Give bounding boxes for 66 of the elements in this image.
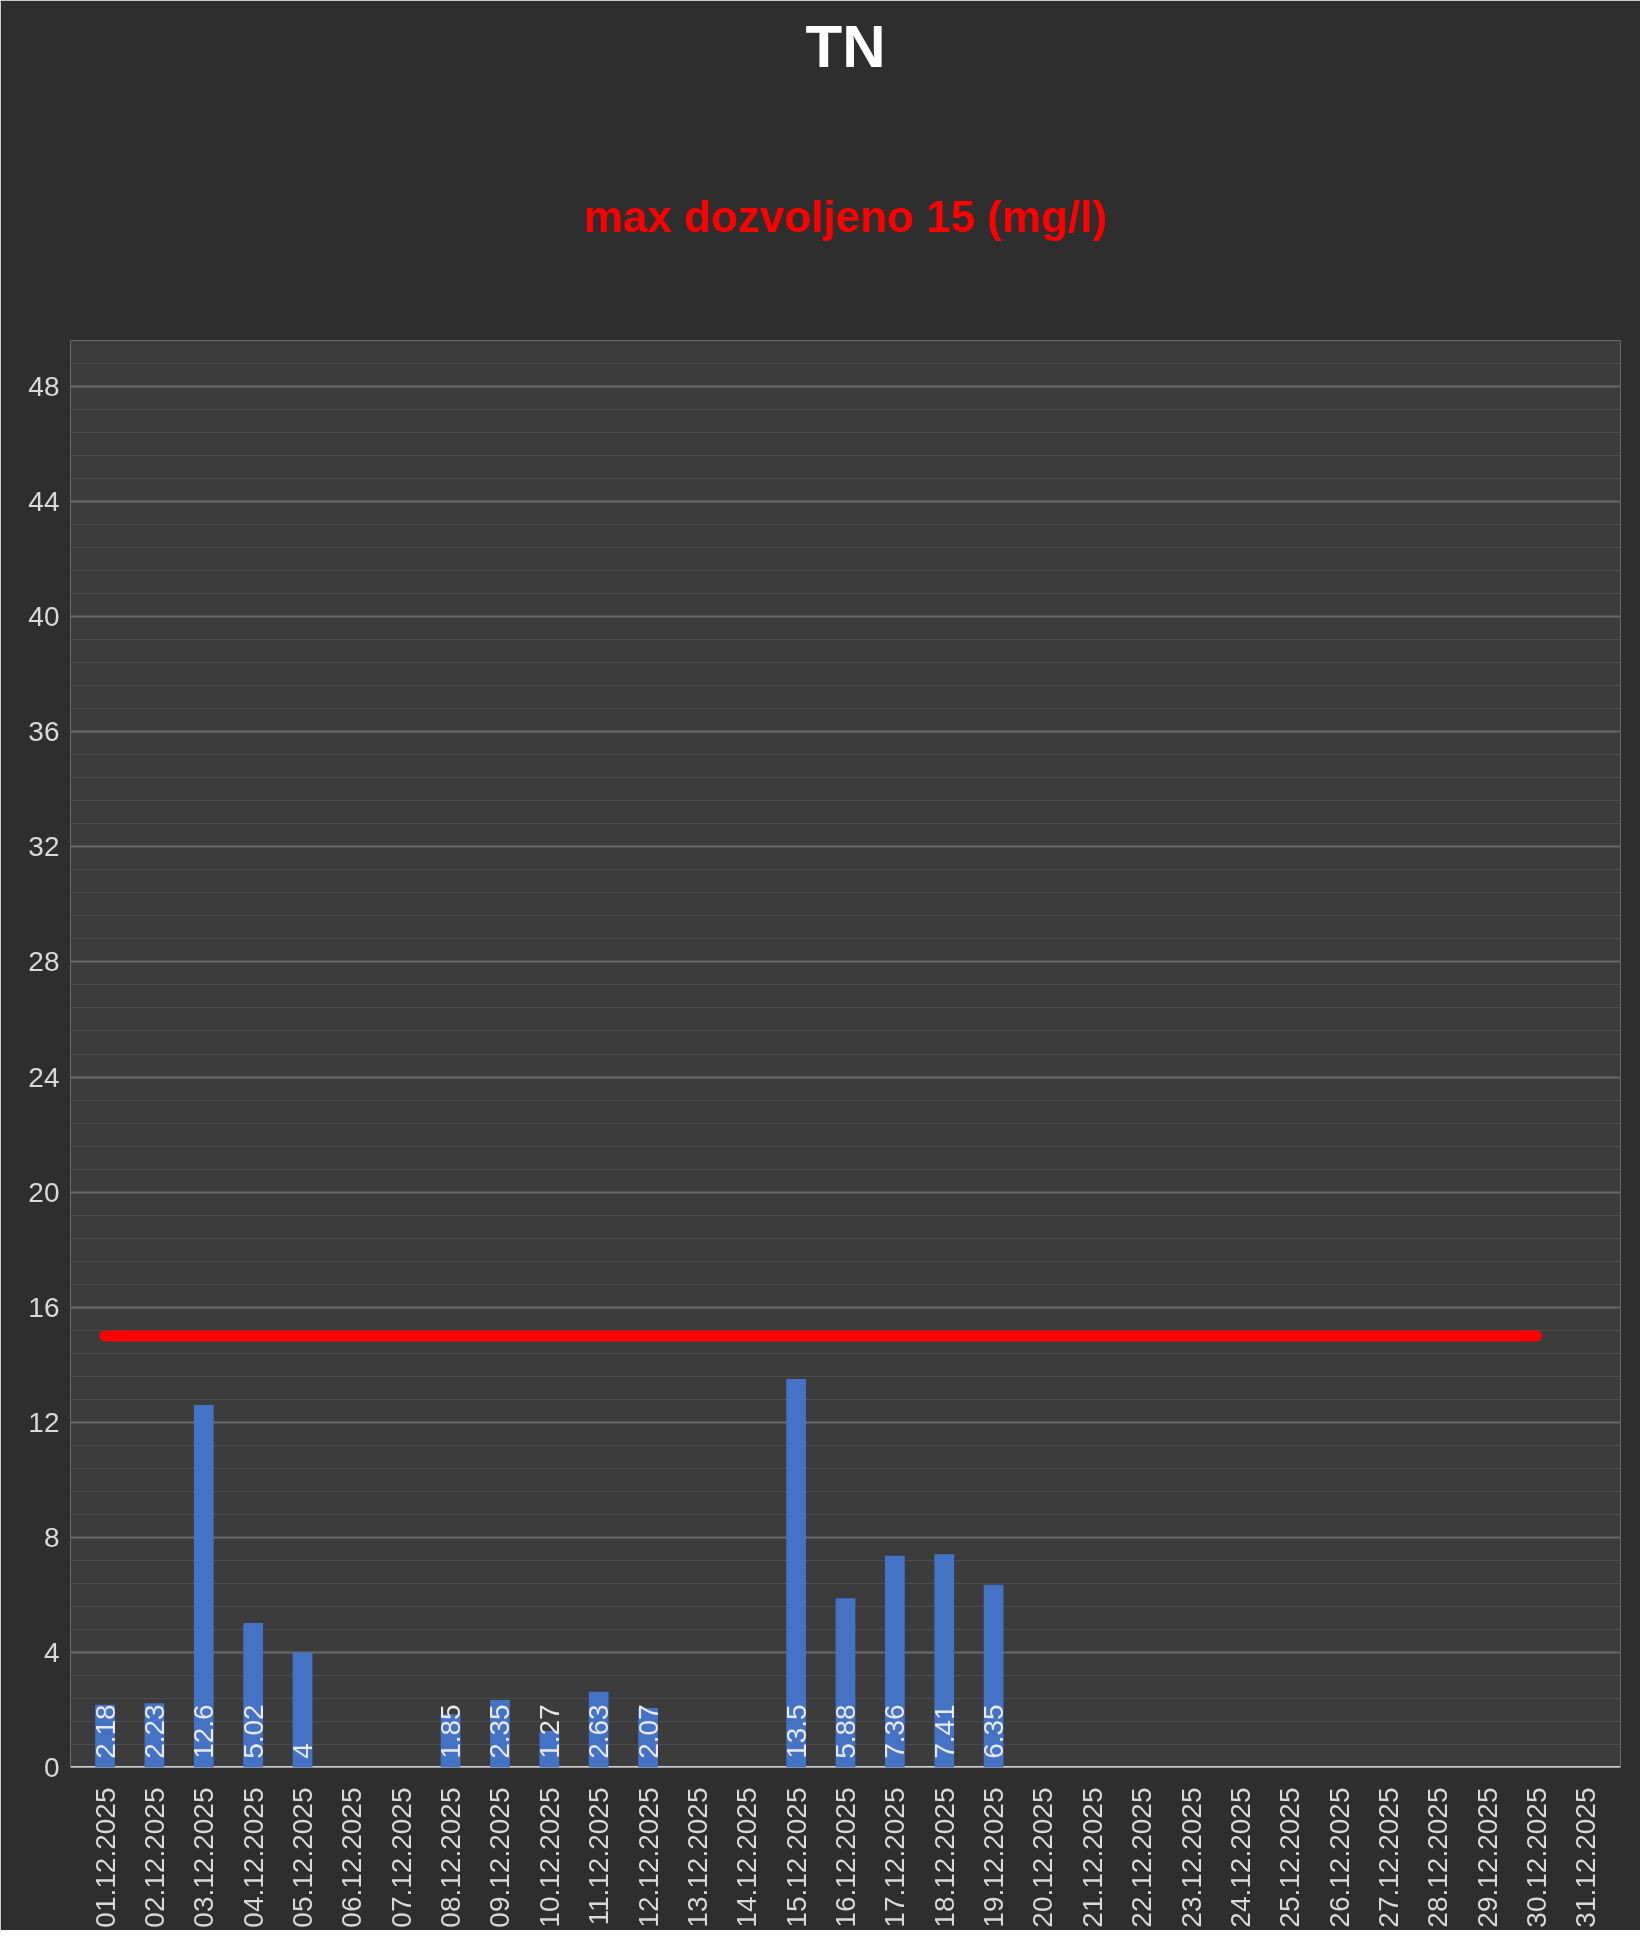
bar bbox=[292, 1652, 313, 1768]
y-tick-label: 36 bbox=[28, 716, 60, 748]
data-label: 12.6 bbox=[188, 1704, 220, 1759]
x-tick-label: 23.12.2025 bbox=[1175, 1787, 1207, 1928]
data-label: 2.18 bbox=[89, 1704, 121, 1759]
x-tick-label: 11.12.2025 bbox=[583, 1787, 615, 1926]
chart-title: TN bbox=[805, 12, 886, 80]
x-tick-label: 03.12.2025 bbox=[188, 1787, 220, 1928]
x-tick-label: 01.12.2025 bbox=[89, 1787, 121, 1928]
x-tick-label: 19.12.2025 bbox=[978, 1787, 1010, 1928]
x-tick-label: 25.12.2025 bbox=[1274, 1787, 1306, 1928]
y-tick-label: 12 bbox=[28, 1406, 60, 1438]
x-tick-label: 26.12.2025 bbox=[1323, 1787, 1355, 1928]
x-tick-label: 16.12.2025 bbox=[830, 1787, 861, 1928]
y-tick-label: 32 bbox=[28, 831, 60, 863]
x-tick-label: 12.12.2025 bbox=[632, 1787, 664, 1928]
x-tick-label: 08.12.2025 bbox=[435, 1787, 467, 1928]
y-tick-label: 24 bbox=[28, 1061, 60, 1093]
data-label: 4 bbox=[287, 1743, 319, 1759]
x-tick-label: 22.12.2025 bbox=[1126, 1787, 1158, 1928]
y-tick-label: 20 bbox=[28, 1176, 60, 1208]
data-label: 7.41 bbox=[928, 1704, 960, 1759]
data-label: 7.36 bbox=[879, 1704, 911, 1759]
x-tick-label: 02.12.2025 bbox=[138, 1787, 170, 1928]
data-label: 6.35 bbox=[978, 1704, 1010, 1759]
data-label: 2.07 bbox=[632, 1704, 664, 1759]
x-tick-label: 07.12.2025 bbox=[385, 1787, 417, 1928]
chart-subtitle: max dozvoljeno 15 (mg/l) bbox=[583, 191, 1108, 241]
y-tick-label: 40 bbox=[28, 601, 60, 633]
bar bbox=[786, 1379, 807, 1768]
x-tick-label: 30.12.2025 bbox=[1521, 1787, 1553, 1928]
x-tick-label: 15.12.2025 bbox=[780, 1787, 812, 1928]
y-tick-label: 28 bbox=[28, 946, 60, 978]
x-tick-label: 17.12.2025 bbox=[879, 1787, 911, 1928]
x-tick-label: 31.12.2025 bbox=[1570, 1787, 1602, 1928]
x-tick-label: 28.12.2025 bbox=[1422, 1787, 1454, 1928]
x-tick-label: 29.12.2025 bbox=[1471, 1787, 1503, 1928]
x-tick-label: 06.12.2025 bbox=[336, 1787, 368, 1928]
x-tick-label: 10.12.2025 bbox=[533, 1787, 565, 1928]
y-tick-label: 4 bbox=[43, 1636, 60, 1668]
y-tick-label: 0 bbox=[43, 1752, 60, 1783]
y-tick-label: 16 bbox=[28, 1291, 60, 1323]
bar bbox=[884, 1555, 905, 1768]
data-label: 13.5 bbox=[780, 1704, 812, 1759]
x-tick-label: 04.12.2025 bbox=[237, 1787, 269, 1928]
bar bbox=[193, 1405, 214, 1768]
data-label: 2.35 bbox=[484, 1704, 516, 1759]
data-label: 1.85 bbox=[435, 1704, 467, 1759]
y-tick-label: 44 bbox=[28, 486, 60, 518]
data-label: 1.27 bbox=[533, 1704, 565, 1759]
x-tick-label: 18.12.2025 bbox=[928, 1787, 960, 1928]
x-tick-label: 20.12.2025 bbox=[1027, 1787, 1059, 1928]
data-label: 5.88 bbox=[830, 1704, 861, 1759]
data-label: 2.23 bbox=[138, 1704, 170, 1759]
data-label: 2.63 bbox=[583, 1704, 615, 1759]
data-label: 5.02 bbox=[237, 1704, 269, 1759]
x-tick-label: 24.12.2025 bbox=[1224, 1787, 1256, 1928]
x-tick-label: 13.12.2025 bbox=[681, 1787, 713, 1928]
x-tick-label: 09.12.2025 bbox=[484, 1787, 516, 1928]
y-tick-label: 8 bbox=[43, 1521, 60, 1553]
x-tick-label: 05.12.2025 bbox=[287, 1787, 319, 1928]
y-tick-label: 48 bbox=[28, 371, 60, 403]
x-tick-label: 21.12.2025 bbox=[1076, 1787, 1108, 1928]
x-tick-label: 27.12.2025 bbox=[1372, 1787, 1404, 1928]
bar bbox=[934, 1554, 955, 1768]
x-tick-label: 14.12.2025 bbox=[731, 1787, 763, 1928]
